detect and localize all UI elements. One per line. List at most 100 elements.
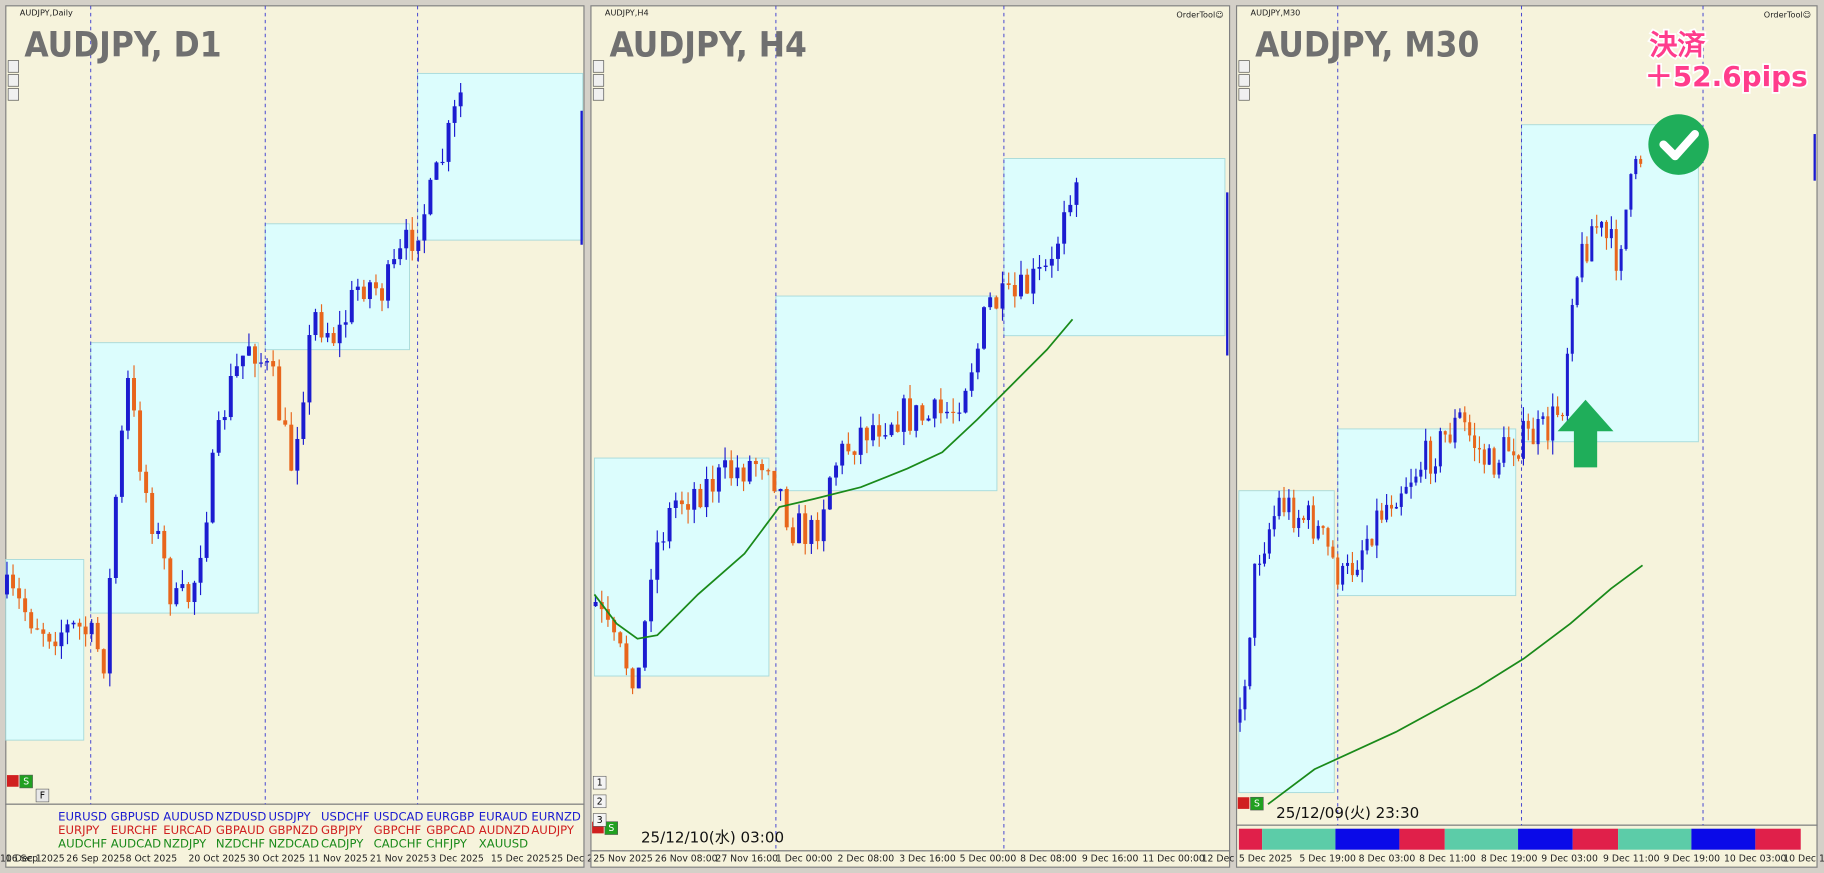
candle-body: [605, 609, 610, 620]
pair-link[interactable]: EURGBP: [426, 810, 474, 824]
pair-link[interactable]: AUDCHF: [58, 836, 107, 850]
close-button[interactable]: [6, 775, 19, 787]
candle-body: [234, 366, 239, 377]
scale-button[interactable]: [592, 60, 605, 73]
scale-button[interactable]: [7, 88, 19, 101]
pair-link[interactable]: EURNZD: [531, 810, 581, 824]
candle-body: [1248, 637, 1252, 687]
pair-link[interactable]: GBPJPY: [321, 823, 363, 837]
candle-body: [192, 582, 197, 603]
button[interactable]: [35, 788, 50, 803]
candle-body: [1443, 431, 1447, 435]
button[interactable]: [592, 794, 607, 809]
pair-link[interactable]: USDCHF: [321, 810, 370, 824]
candle-body: [1409, 482, 1413, 487]
range-box: [5, 558, 85, 741]
pair-link[interactable]: AUDCAD: [111, 836, 161, 850]
candle-body: [77, 622, 82, 627]
order-tool-label[interactable]: OrderTool☺: [1764, 10, 1811, 20]
candle-body: [642, 621, 647, 668]
button-label[interactable]: 3: [597, 815, 603, 826]
scale-button[interactable]: [1238, 60, 1250, 73]
pair-link[interactable]: USDCAD: [374, 810, 424, 824]
button[interactable]: [592, 775, 607, 790]
button-label[interactable]: 1: [597, 778, 603, 789]
candle-body: [1238, 709, 1242, 723]
candle-body: [1267, 529, 1271, 554]
pair-link[interactable]: GBPUSD: [111, 810, 160, 824]
candle-body: [319, 312, 324, 338]
order-tool-label[interactable]: OrderTool☺: [1176, 10, 1223, 20]
button-label[interactable]: S: [1254, 799, 1260, 810]
candle-body: [1560, 414, 1565, 417]
button-label[interactable]: 2: [597, 796, 603, 807]
button-label[interactable]: S: [608, 823, 614, 834]
x-tick-label: 12 Dec: [1202, 854, 1235, 865]
button-label[interactable]: F: [40, 791, 45, 802]
x-tick-label: 5 Dec 2025: [1239, 854, 1293, 865]
candle-body: [618, 632, 623, 644]
candle-body: [1634, 158, 1638, 175]
pair-link[interactable]: GBPNZD: [268, 823, 318, 837]
scale-button[interactable]: [1238, 88, 1250, 101]
close-button[interactable]: [592, 821, 604, 834]
candle-body: [35, 628, 40, 630]
candle-body: [710, 478, 715, 492]
candle-body: [1336, 557, 1340, 585]
candle-body: [307, 335, 312, 403]
scale-button[interactable]: [1238, 74, 1250, 87]
candle-body: [920, 405, 925, 421]
candle-body: [1258, 563, 1262, 565]
pair-link[interactable]: GBPCHF: [374, 823, 422, 837]
x-tick-label: 27 Nov 16:00: [715, 854, 778, 865]
pair-link[interactable]: CHFJPY: [426, 836, 468, 850]
pair-link[interactable]: AUDJPY: [531, 823, 575, 837]
moving-average: [1267, 564, 1644, 805]
pair-link[interactable]: CADJPY: [321, 836, 364, 850]
candle-body: [994, 297, 999, 309]
candle-body: [932, 399, 937, 419]
candle-body: [53, 641, 58, 647]
scale-button[interactable]: [592, 88, 605, 101]
candle-body: [1331, 546, 1335, 558]
pair-link[interactable]: NZDCAD: [268, 836, 319, 850]
candle-body: [1526, 420, 1530, 429]
pair-link[interactable]: NZDUSD: [216, 810, 266, 824]
button[interactable]: [592, 813, 607, 827]
candle-body: [840, 443, 845, 466]
button[interactable]: [1250, 796, 1264, 811]
candle-body: [1433, 466, 1437, 474]
scale-button[interactable]: [592, 74, 605, 87]
pair-link[interactable]: XAUUSD: [479, 836, 528, 850]
pair-link[interactable]: EURCHF: [111, 823, 158, 837]
candle-body: [17, 588, 22, 599]
candle-body: [877, 425, 882, 437]
pair-link[interactable]: EURUSD: [58, 810, 107, 824]
scale-button[interactable]: [7, 60, 19, 73]
candle-body: [240, 355, 245, 367]
x-tick-label: 21 Nov 2025: [370, 854, 430, 865]
candle-body: [1282, 497, 1286, 513]
pair-link[interactable]: NZDJPY: [163, 836, 207, 850]
pair-link[interactable]: USDJPY: [268, 810, 311, 824]
candle-body: [1609, 229, 1613, 239]
pair-link[interactable]: GBPCAD: [426, 823, 475, 837]
candle-body: [1311, 505, 1315, 539]
pair-link[interactable]: GBPAUD: [216, 823, 265, 837]
candle-body: [1380, 510, 1384, 520]
pair-link[interactable]: EURJPY: [58, 823, 100, 837]
pair-link[interactable]: NZDCHF: [216, 836, 265, 850]
scale-button[interactable]: [7, 74, 19, 87]
pair-link[interactable]: AUDUSD: [163, 810, 213, 824]
pair-link[interactable]: AUDNZD: [479, 823, 530, 837]
pair-link[interactable]: EURAUD: [479, 810, 528, 824]
candle-body: [673, 500, 678, 508]
candle-body: [1346, 562, 1350, 566]
button[interactable]: [604, 821, 618, 835]
button[interactable]: [19, 774, 33, 789]
close-button[interactable]: [1237, 797, 1250, 809]
pair-link[interactable]: CADCHF: [374, 836, 423, 850]
button-label[interactable]: S: [23, 777, 29, 788]
pair-link[interactable]: EURCAD: [163, 823, 211, 837]
candle-body: [174, 588, 179, 605]
